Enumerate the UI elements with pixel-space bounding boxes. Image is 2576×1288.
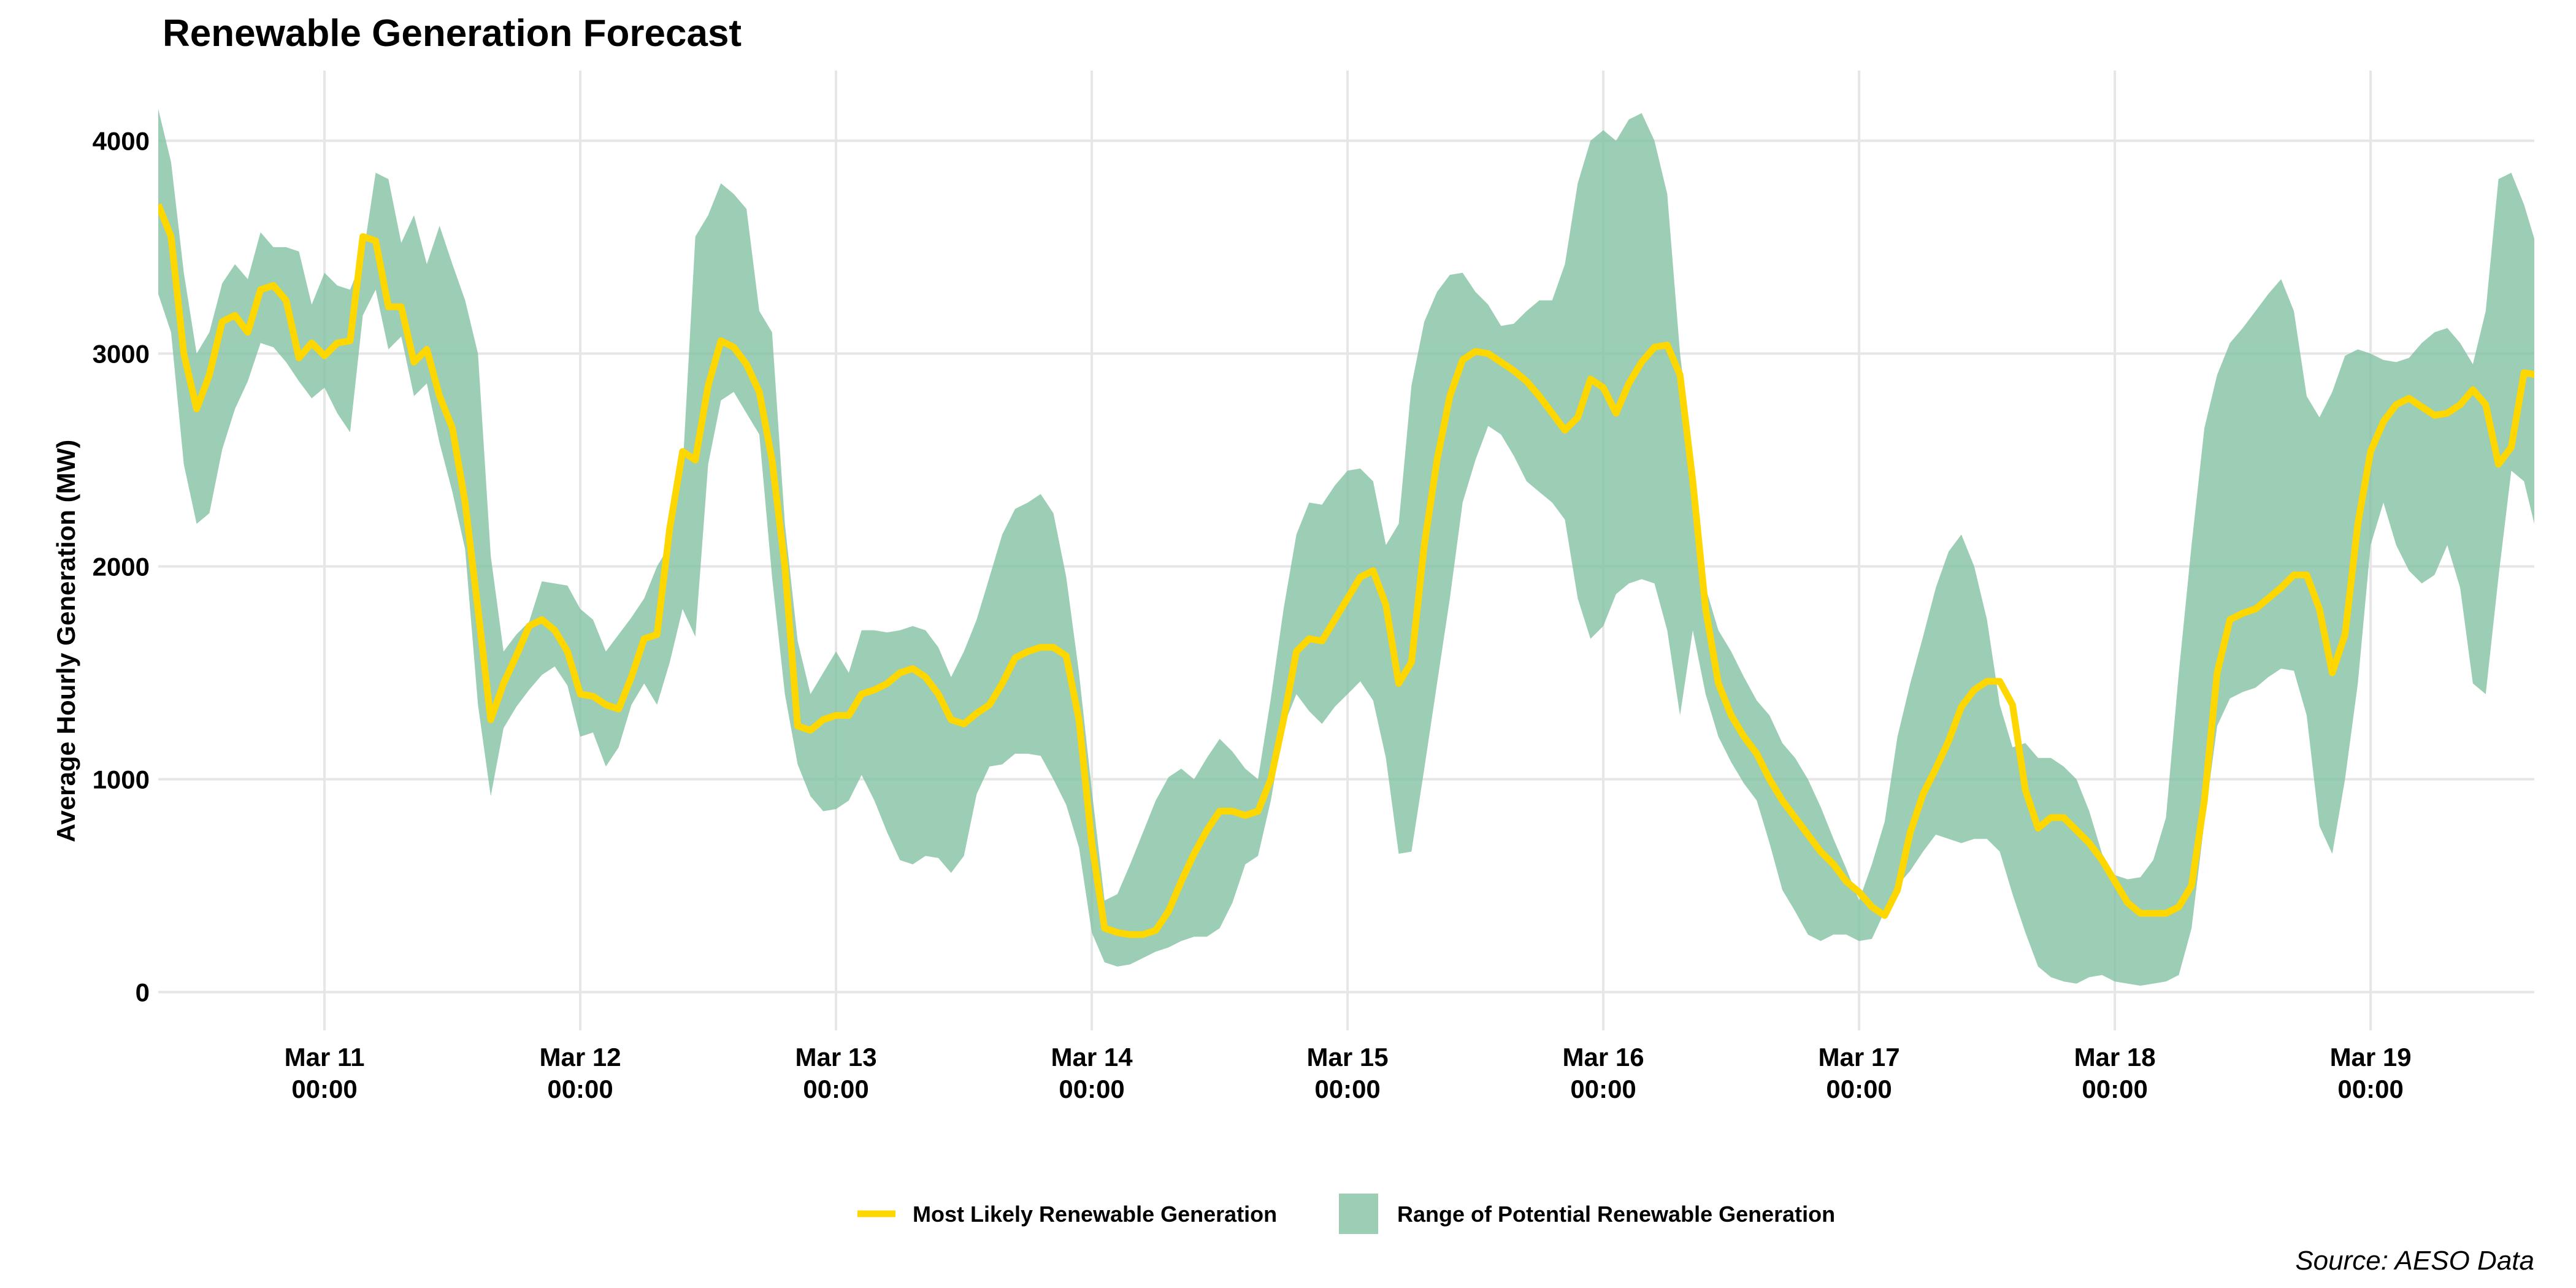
x-tick-label-7-time: 00:00 (2082, 1075, 2147, 1103)
legend-line-label: Most Likely Renewable Generation (913, 1202, 1277, 1227)
x-tick-label-4-time: 00:00 (1314, 1075, 1380, 1103)
y-axis-label: Average Hourly Generation (MW) (52, 440, 80, 843)
x-tick-label-8-date: Mar 19 (2330, 1043, 2412, 1071)
x-tick-label-8-time: 00:00 (2337, 1075, 2403, 1103)
x-tick-label-1-date: Mar 12 (540, 1043, 621, 1071)
x-tick-label-5-date: Mar 16 (1563, 1043, 1644, 1071)
x-tick-label-1-time: 00:00 (547, 1075, 613, 1103)
x-tick-label-4-date: Mar 15 (1307, 1043, 1389, 1071)
most-likely-line-layer (158, 203, 2534, 938)
x-tick-label-0-date: Mar 11 (285, 1043, 365, 1071)
most-likely-line (158, 203, 2534, 938)
legend-band-swatch (1339, 1194, 1378, 1234)
range-band-area (158, 109, 2534, 986)
y-tick-label-2: 2000 (93, 553, 150, 581)
y-tick-label-4: 4000 (93, 127, 150, 156)
x-tick-label-2-time: 00:00 (803, 1075, 868, 1103)
x-tick-label-5-time: 00:00 (1570, 1075, 1636, 1103)
y-tick-label-0: 0 (136, 978, 150, 1007)
x-tick-label-3-time: 00:00 (1059, 1075, 1124, 1103)
x-tick-label-0-time: 00:00 (291, 1075, 357, 1103)
y-tick-label-3: 3000 (93, 340, 150, 369)
x-tick-label-3-date: Mar 14 (1051, 1043, 1133, 1071)
range-band-layer (158, 109, 2534, 986)
x-tick-label-6-date: Mar 17 (1819, 1043, 1900, 1071)
source-note: Source: AESO Data (2295, 1246, 2534, 1276)
x-tick-label-6-time: 00:00 (1826, 1075, 1892, 1103)
legend-band-label: Range of Potential Renewable Generation (1397, 1202, 1835, 1227)
y-tick-label-1: 1000 (93, 765, 150, 794)
y-axis-ticks: 0 1000 2000 3000 4000 (93, 127, 150, 1007)
chart-title: Renewable Generation Forecast (163, 12, 742, 55)
legend: Most Likely Renewable Generation Range o… (857, 1194, 1835, 1234)
x-axis-ticks: Mar 11 00:00 Mar 12 00:00 Mar 13 00:00 Mar 14 0… (285, 1043, 2412, 1103)
x-tick-label-7-date: Mar 18 (2074, 1043, 2156, 1071)
x-tick-label-2-date: Mar 13 (795, 1043, 877, 1071)
